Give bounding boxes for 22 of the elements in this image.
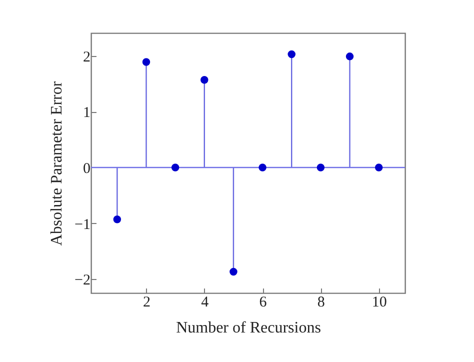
y-tick-label: 0	[83, 160, 90, 177]
y-tick-label: −2	[74, 272, 90, 289]
x-tick-label: 8	[317, 294, 325, 310]
point	[316, 164, 325, 172]
point	[142, 58, 150, 66]
point	[374, 164, 383, 172]
x-tick-label: 2	[142, 294, 150, 310]
x-tick-label: 10	[372, 294, 387, 310]
y-tick-label: 1	[83, 105, 90, 122]
point	[288, 50, 296, 58]
y-tick-label: −1	[74, 216, 90, 233]
point	[346, 52, 354, 60]
x-tick-label: 6	[259, 294, 268, 310]
x-tick-label: 4	[201, 294, 210, 310]
point	[113, 215, 122, 224]
point	[258, 164, 266, 172]
y-axis-title: Absolute Parameter Error	[48, 80, 66, 246]
point	[200, 76, 208, 84]
x-axis-title: Number of Recursions	[176, 320, 321, 336]
y-tick-label: 2	[83, 49, 90, 66]
point	[230, 268, 238, 276]
point	[171, 164, 180, 172]
